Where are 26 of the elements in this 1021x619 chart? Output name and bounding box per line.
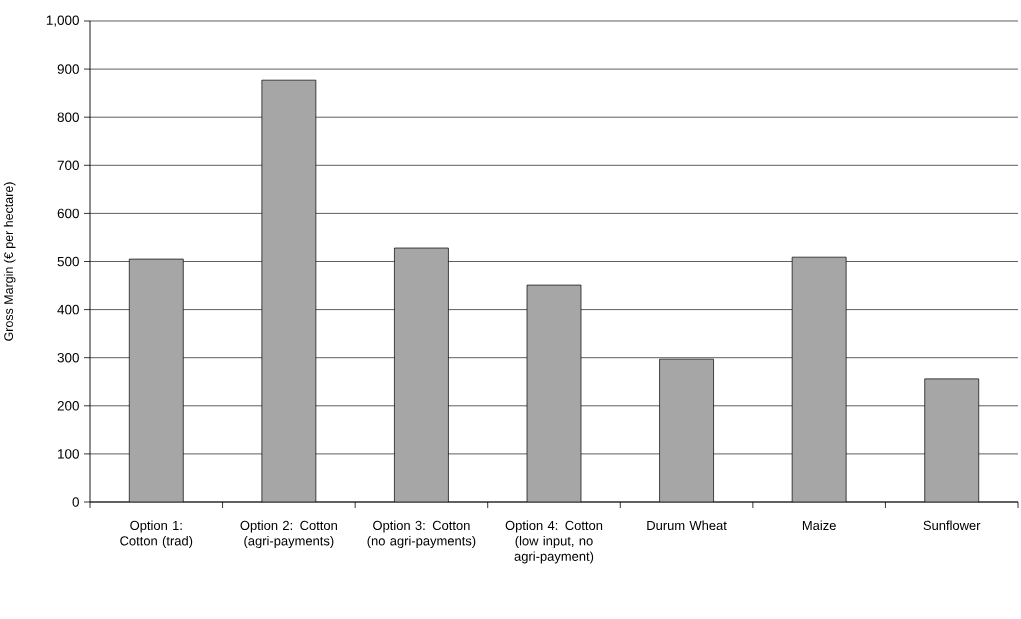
y-tick-label: 600 [57, 208, 79, 219]
bar [659, 358, 714, 502]
y-tick-label: 800 [57, 112, 79, 122]
y-axis-title: Gross Margin (€ per hectare) [3, 182, 16, 341]
bar [924, 378, 980, 502]
y-tick-label: 500 [57, 256, 79, 267]
y-tick-label: 400 [57, 304, 79, 315]
x-tick-label: Sunflower [923, 520, 981, 531]
bar [526, 284, 582, 502]
bar [791, 256, 847, 502]
y-tick-label: 100 [58, 449, 79, 459]
bar [261, 79, 317, 502]
y-tick-label: 200 [57, 401, 79, 411]
x-tick-label: Option 4: Cotton (low input, no agri-payment) [505, 520, 603, 564]
bar [394, 247, 449, 502]
y-tick-label: 900 [57, 64, 79, 74]
bar [128, 258, 184, 502]
y-tick-label: 300 [57, 352, 79, 363]
y-tick-label: 0 [72, 497, 79, 507]
x-tick-label: Maize [802, 520, 836, 531]
x-tick-label: Durum Wheat [647, 520, 727, 531]
x-tick-label: Option 3: Cotton (no agri-payments) [367, 520, 476, 549]
x-tick-label: Option 1: Cotton (trad) [120, 520, 193, 549]
x-tick-label: Option 2: Cotton (agri-payments) [240, 520, 337, 549]
y-tick-label: 1,000 [46, 15, 79, 27]
y-tick-label: 700 [57, 160, 79, 171]
